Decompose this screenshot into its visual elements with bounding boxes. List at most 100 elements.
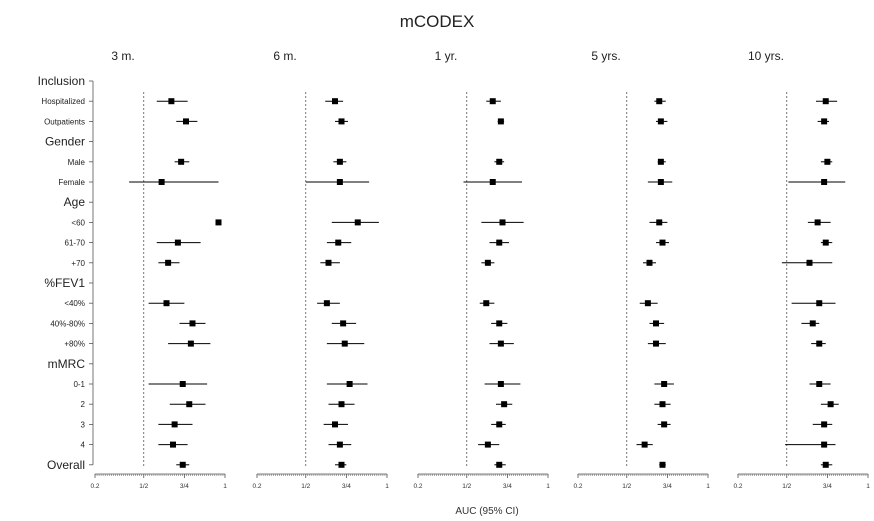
point-estimate xyxy=(336,179,343,185)
point-estimate xyxy=(496,239,503,246)
x-tick-label: 0.2 xyxy=(733,483,742,490)
group-label: mMRC xyxy=(48,357,86,371)
subgroup-label: 0-1 xyxy=(73,380,85,389)
row-labels: Inclusion Hospitalized Outpatients Gender Ma… xyxy=(38,74,94,472)
point-estimate xyxy=(354,219,361,226)
group-label: Gender xyxy=(45,135,85,149)
x-tick-label: 1/2 xyxy=(139,483,148,490)
point-estimate xyxy=(179,461,186,468)
panel-title: 10 yrs. xyxy=(748,49,784,63)
point-estimate xyxy=(822,461,829,468)
point-estimate xyxy=(341,340,348,347)
point-estimate xyxy=(822,98,829,105)
point-estimate xyxy=(186,401,193,408)
group-label: %FEV1 xyxy=(44,276,85,290)
point-estimate xyxy=(170,441,176,448)
subgroup-label: Hospitalized xyxy=(41,97,85,106)
point-estimate xyxy=(168,98,175,105)
point-estimate xyxy=(189,320,196,327)
panel-4: 5 yrs. 0.2 1/2 3/4 1 xyxy=(573,49,710,490)
x-tick-label: 1 xyxy=(385,483,389,490)
group-label: Overall xyxy=(47,458,85,472)
subgroup-label: 61-70 xyxy=(65,239,86,248)
point-estimate xyxy=(827,401,834,408)
panel-title: 6 m. xyxy=(273,49,296,63)
point-estimate xyxy=(171,421,178,428)
point-estimate xyxy=(816,340,823,347)
point-estimate xyxy=(332,421,338,428)
panel-title: 1 yr. xyxy=(435,49,458,63)
point-estimate xyxy=(646,259,653,266)
x-tick-label: 0.2 xyxy=(573,483,582,490)
panel-1: 3 m. 0.2 1/2 3/4 1 xyxy=(90,49,227,490)
point-estimate xyxy=(653,340,659,347)
point-estimate xyxy=(215,219,222,226)
point-estimate xyxy=(496,461,503,468)
point-estimate xyxy=(814,219,821,226)
point-estimate xyxy=(483,300,490,307)
x-axis-label: AUC (95% CI) xyxy=(455,506,518,517)
x-tick-label: 1/2 xyxy=(462,483,471,490)
point-estimate xyxy=(484,441,491,448)
x-tick-label: 3/4 xyxy=(342,483,351,490)
x-tick-label: 1 xyxy=(546,483,550,490)
point-estimate xyxy=(336,441,343,448)
point-estimate xyxy=(183,118,189,125)
x-tick-label: 1/2 xyxy=(622,483,631,490)
point-estimate xyxy=(497,340,504,347)
point-estimate xyxy=(325,259,332,266)
point-estimate xyxy=(657,118,664,125)
point-estimate xyxy=(657,179,664,185)
x-tick-label: 0.2 xyxy=(413,483,422,490)
point-estimate xyxy=(641,441,648,448)
point-estimate xyxy=(822,239,829,246)
point-estimate xyxy=(489,179,496,185)
point-estimate xyxy=(323,300,330,307)
point-estimate xyxy=(661,381,668,387)
point-estimate xyxy=(497,118,504,125)
panels: 3 m.0.2 1/2 3/4 16 m.0.2 1/2 3/4 11 yr.0.2 1/2 3… xyxy=(90,49,870,490)
point-estimate xyxy=(179,381,186,387)
point-estimate xyxy=(158,179,165,185)
point-estimate xyxy=(644,300,651,307)
point-estimate xyxy=(335,239,342,246)
point-estimate xyxy=(653,320,659,327)
point-estimate xyxy=(821,118,828,125)
subgroup-label: +70 xyxy=(71,259,85,268)
subgroup-label: <40% xyxy=(64,299,85,308)
point-estimate xyxy=(656,98,663,105)
panel-5: 10 yrs. 0.2 1/2 3/4 1 xyxy=(733,49,870,490)
subgroup-label: +80% xyxy=(64,340,85,349)
point-estimate xyxy=(336,158,343,165)
point-estimate xyxy=(163,300,170,307)
point-estimate xyxy=(338,401,345,408)
x-tick-label: 0.2 xyxy=(252,483,261,490)
point-estimate xyxy=(496,320,503,327)
point-estimate xyxy=(816,381,823,387)
point-estimate xyxy=(338,118,345,125)
point-estimate xyxy=(806,259,813,266)
point-estimate xyxy=(489,98,496,105)
subgroup-label: 3 xyxy=(81,420,86,429)
point-estimate xyxy=(816,300,823,307)
x-tick-label: 3/4 xyxy=(180,483,189,490)
point-estimate xyxy=(809,320,816,327)
panel-title: 5 yrs. xyxy=(591,49,620,63)
point-estimate xyxy=(824,158,831,165)
point-estimate xyxy=(659,461,666,468)
chart-title: mCODEX xyxy=(400,12,475,31)
x-tick-label: 1 xyxy=(706,483,710,490)
point-estimate xyxy=(340,320,347,327)
point-estimate xyxy=(499,219,506,226)
point-estimate xyxy=(187,340,194,347)
point-estimate xyxy=(497,381,504,387)
x-tick-label: 3/4 xyxy=(823,483,832,490)
x-tick-label: 3/4 xyxy=(663,483,672,490)
x-tick-label: 1 xyxy=(223,483,227,490)
point-estimate xyxy=(496,421,503,428)
point-estimate xyxy=(178,158,185,165)
point-estimate xyxy=(338,461,345,468)
subgroup-label: <60 xyxy=(71,218,85,227)
x-tick-label: 1/2 xyxy=(301,483,310,490)
panel-2: 6 m. 0.2 1/2 3/4 1 xyxy=(252,49,389,490)
